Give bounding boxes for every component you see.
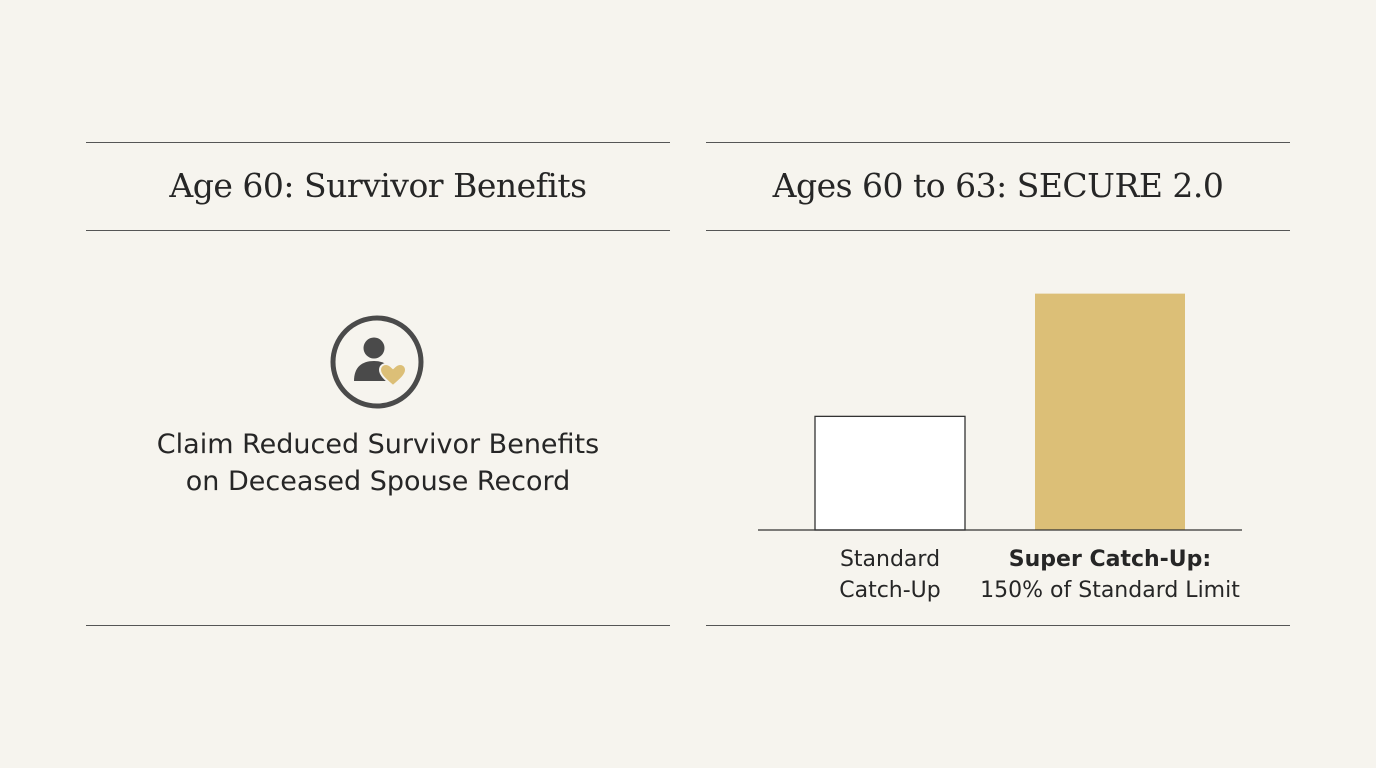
category-label-super: Super Catch-Up: 150% of Standard Limit	[960, 544, 1260, 606]
bottom-divider	[706, 625, 1290, 626]
category-label-standard: Standard Catch-Up	[790, 544, 990, 606]
category-label-line1: Super Catch-Up:	[1008, 547, 1212, 572]
top-divider	[706, 142, 1290, 143]
claim-description: Claim Reduced Survivor Benefits on Decea…	[86, 426, 670, 500]
panel-title: Ages 60 to 63: SECURE 2.0	[772, 166, 1224, 205]
title-divider	[86, 230, 670, 231]
survivor-benefits-panel: Age 60: Survivor Benefits Claim Reduced …	[86, 142, 670, 626]
top-divider	[86, 142, 670, 143]
title-divider	[706, 230, 1290, 231]
claim-line-2: on Deceased Spouse Record	[185, 466, 571, 497]
secure-2-panel: Ages 60 to 63: SECURE 2.0 Standard Catch…	[706, 142, 1290, 626]
bar-super-catch-up	[1035, 293, 1185, 530]
bar-standard-catch-up	[814, 415, 966, 531]
bottom-divider	[86, 625, 670, 626]
panel-title: Age 60: Survivor Benefits	[169, 166, 587, 205]
category-label-line1: Standard	[839, 547, 941, 572]
category-label-line2: 150% of Standard Limit	[980, 578, 1240, 603]
person-heart-icon	[330, 315, 424, 409]
category-label-line2: Catch-Up	[839, 578, 941, 603]
catch-up-bar-chart	[758, 293, 1242, 531]
claim-line-1: Claim Reduced Survivor Benefits	[156, 429, 600, 460]
